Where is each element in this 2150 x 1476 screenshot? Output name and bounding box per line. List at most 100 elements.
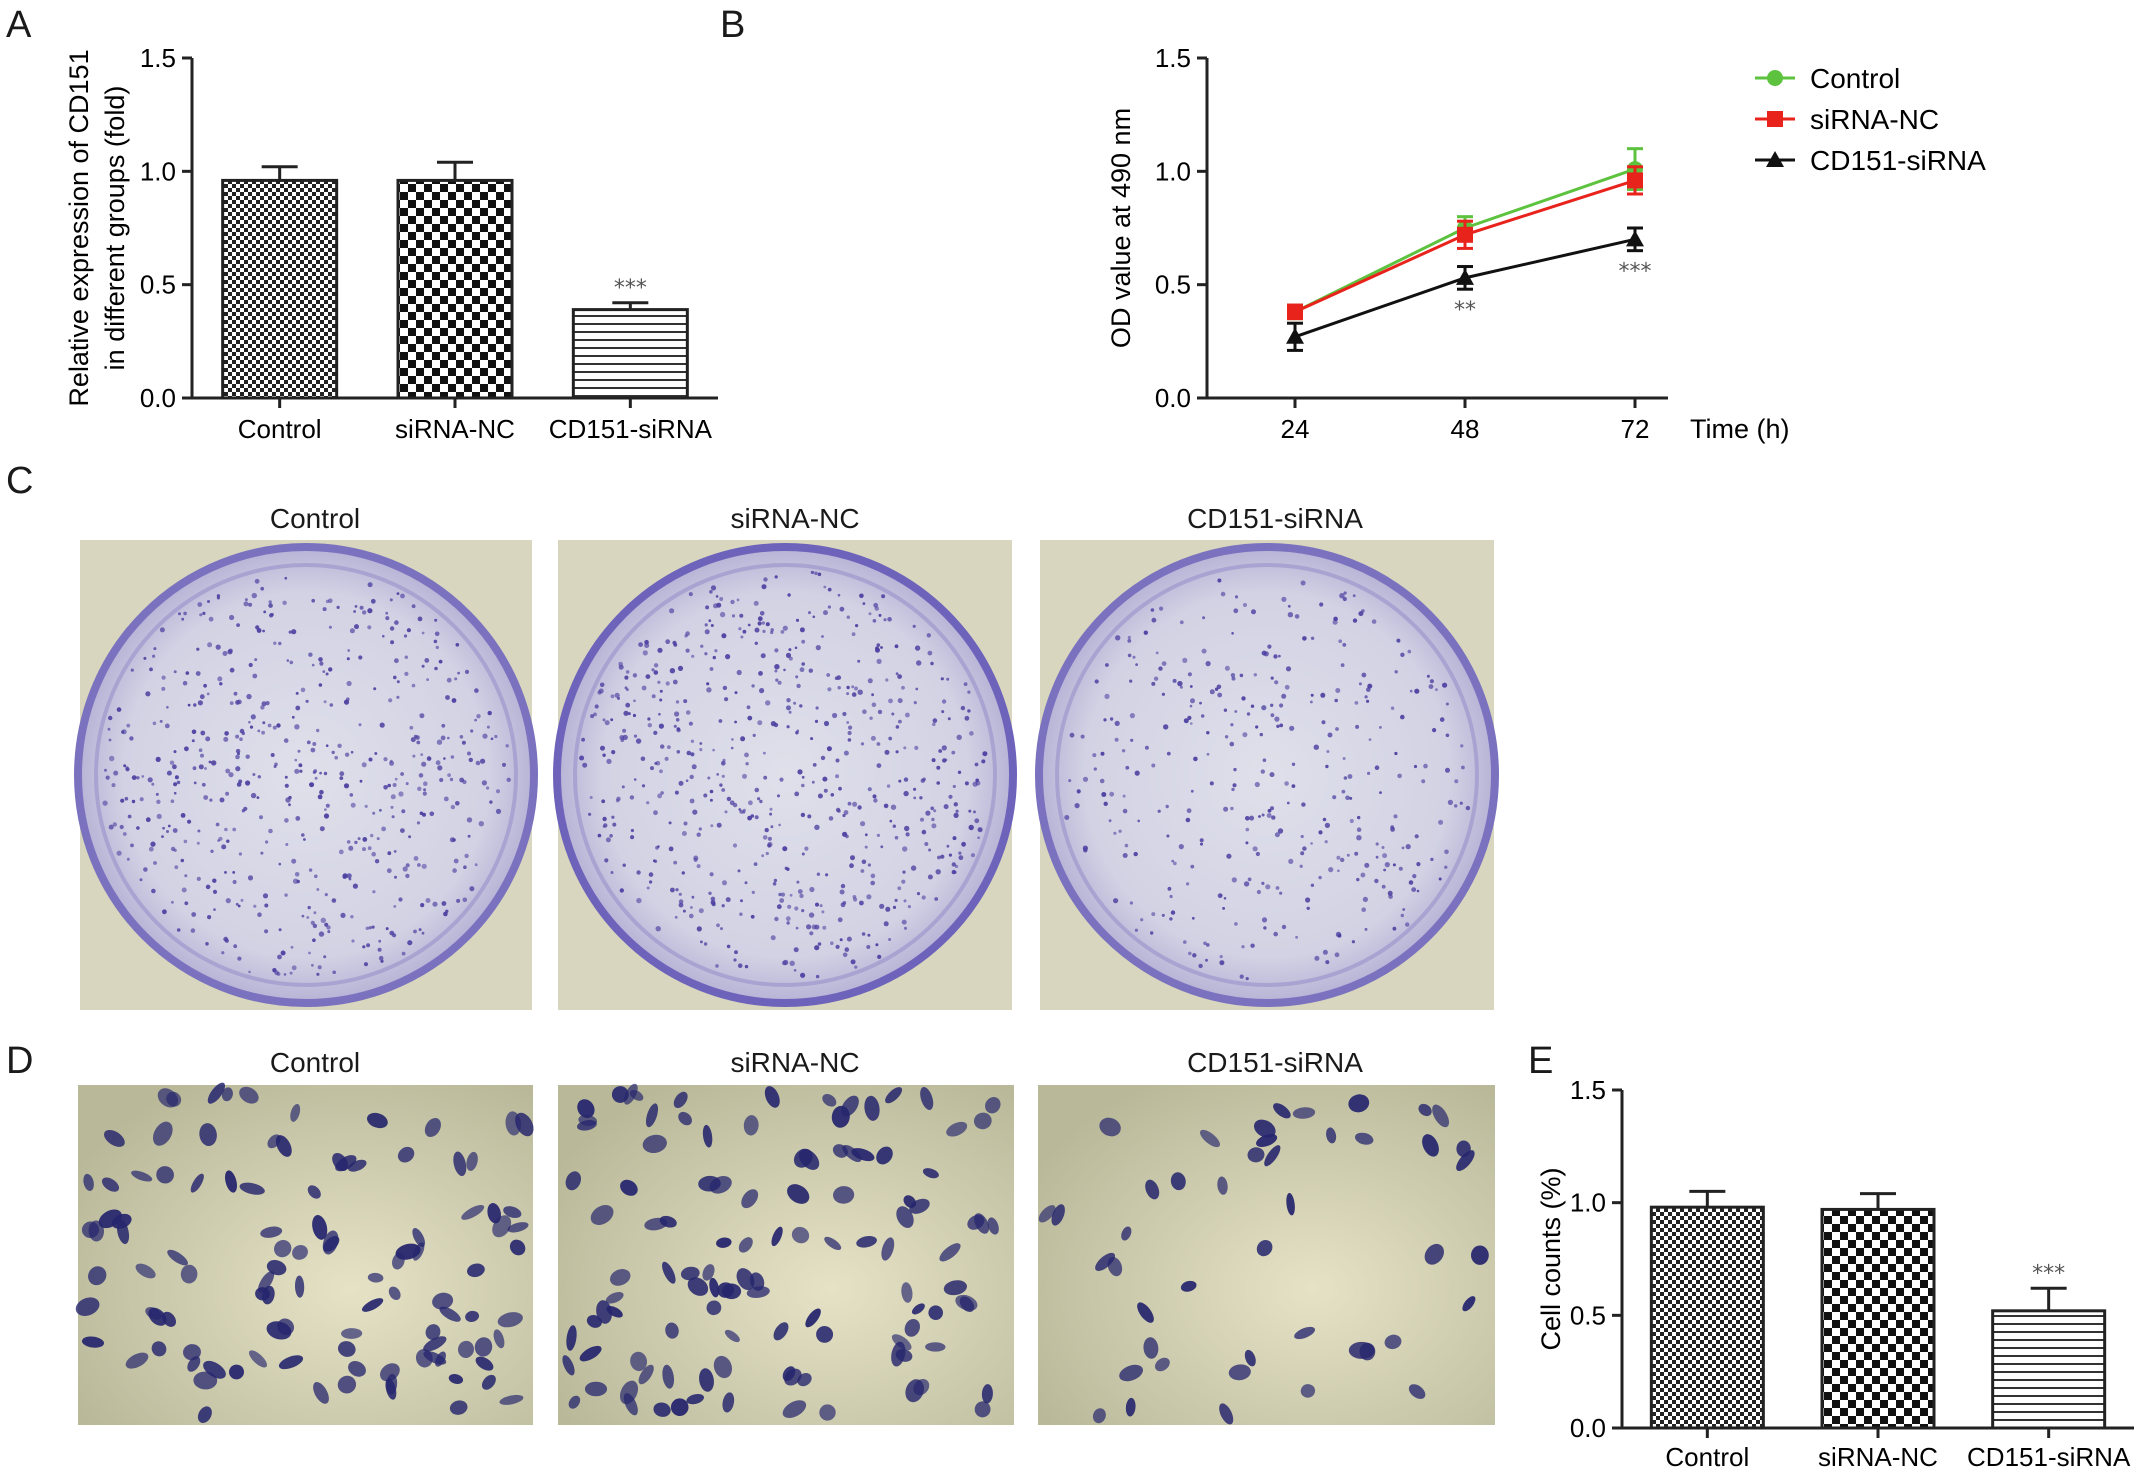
colony-dot [362,837,368,842]
colony-dot [810,737,814,741]
stained-cell [83,1173,94,1191]
colony-dot [289,971,293,975]
colony-dot [721,774,725,778]
colony-dot [1202,616,1206,620]
colony-dot [1245,841,1249,845]
colony-dot [272,725,277,730]
colony-dot [1334,952,1340,958]
colony-dot [426,678,429,681]
colony-dot [262,721,266,725]
colony-dot [1398,866,1403,871]
stained-cell [1107,1257,1123,1277]
stained-cell [457,1340,475,1358]
colony-dot [367,582,373,588]
colony-dot [897,674,902,679]
colony-dot [1349,818,1354,824]
colony-dot [765,851,769,856]
colony-dot [173,750,177,754]
colony-dot [136,826,140,830]
colony-dot [294,872,300,877]
colony-dot [977,836,980,839]
colony-dot [354,840,358,845]
colony-dot [370,598,376,604]
stained-cell [207,1082,226,1104]
stained-cell [1300,1384,1316,1398]
colony-dot [1186,882,1190,886]
colony-dot [1302,636,1307,641]
colony-dot [480,758,486,764]
colony-dot [823,788,828,793]
colony-dot [1092,753,1097,758]
colony-dot [707,776,711,780]
colony-dot [487,710,492,716]
bar [1991,1309,2107,1430]
colony-dot [876,658,882,665]
colony-dot [778,823,781,827]
colony-dot [1429,679,1434,684]
colony-dot [901,685,905,690]
colony-dot [898,779,902,783]
colony-dot [224,827,228,832]
colony-dot [690,739,695,743]
colony-dot [337,743,342,748]
colony-dot [1352,618,1358,623]
colony-dot [1187,672,1192,677]
colony-dot [884,749,890,755]
colony-dot [390,640,395,645]
colony-dot [1127,639,1132,643]
colony-dot [283,738,289,743]
stained-cell [1217,1176,1228,1195]
colony-dot [644,643,650,648]
colony-dot [391,815,395,819]
stained-cell [782,1400,807,1419]
colony-dot [156,813,162,820]
colony-dot [593,712,597,717]
colony-dot [708,619,712,623]
colony-dot [1354,851,1359,856]
colony-dot [700,644,704,648]
colony-dot [193,781,197,785]
colony-dot [947,717,951,721]
colony-dot [1351,940,1355,944]
colony-dot [371,851,377,857]
colony-dot [1122,808,1128,814]
colony-dot [387,851,392,856]
colony-dot [208,760,212,764]
data-point-square [1457,226,1473,243]
stained-cell [487,1203,502,1224]
colony-dot [232,827,237,832]
colony-dot [187,819,192,824]
colony-dot [624,675,629,680]
colony-dot [273,765,277,768]
colony-dot [1347,774,1353,779]
colony-dot [267,723,272,728]
colony-dot [389,626,395,631]
colony-dot [722,880,727,886]
colony-dot [1124,843,1129,848]
colony-dot [421,631,425,635]
colony-dot [176,780,181,785]
colony-dot [1285,666,1292,672]
colony-dot [1400,652,1405,657]
colony-dot [958,855,964,861]
colony-dot [440,735,446,741]
colony-dot [205,736,211,742]
colony-dot [1109,717,1114,721]
colony-dot [721,904,725,908]
colony-dot [1362,896,1368,903]
colony-dot [895,750,899,754]
colony-dot [1460,744,1464,748]
colony-dot [129,736,134,741]
colony-dot [1198,963,1203,969]
colony-dot [126,857,130,861]
colony-dot [116,707,122,712]
colony-dot [795,926,799,930]
x-tick-label: siRNA-NC [395,414,515,444]
colony-dot [921,895,926,900]
colony-dot [597,690,602,695]
colony-dot [197,700,203,706]
colony-dot [793,947,799,953]
colony-dot [955,809,959,813]
colony-dot [1234,710,1238,713]
colony-dot [742,629,747,634]
